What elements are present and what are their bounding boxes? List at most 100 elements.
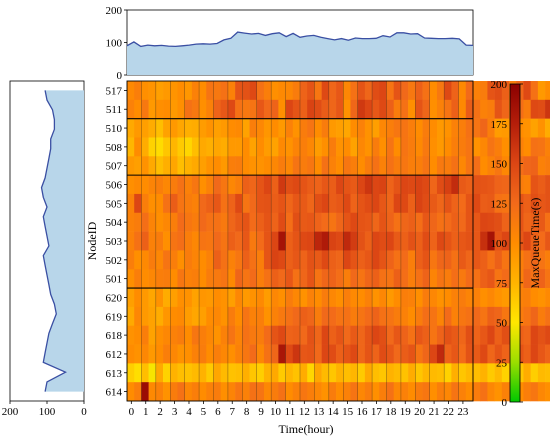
heatmap-cell	[408, 363, 416, 383]
colorbar-label: MaxQueueTime(s)	[528, 198, 542, 289]
heatmap-cell	[199, 193, 207, 214]
heatmap-cell	[429, 99, 438, 119]
heatmap-cell	[545, 175, 550, 195]
heatmap-cell	[127, 99, 135, 119]
heatmap-cell	[408, 344, 416, 364]
heatmap-cell	[191, 250, 200, 270]
heatmap-cell	[134, 81, 142, 101]
heatmap-cell	[213, 250, 222, 270]
heatmap-cell	[314, 212, 322, 232]
heatmap-cell	[487, 344, 495, 364]
heatmap-cell	[422, 175, 431, 195]
heatmap-cell	[393, 363, 402, 383]
x-tick-label: 8	[244, 406, 250, 418]
heatmap-cell	[436, 325, 445, 345]
heatmap-cell	[307, 118, 315, 138]
heatmap-cell	[501, 231, 510, 251]
heatmap-cell	[314, 363, 322, 383]
heatmap-cell	[220, 212, 229, 232]
heatmap-cell	[465, 269, 474, 289]
heatmap-cell	[537, 306, 546, 326]
y-tick-label: 619	[106, 311, 123, 323]
heatmap-cell	[227, 231, 236, 251]
heatmap-cell	[336, 382, 344, 402]
y-axis-ticks: 517 511 510 508 507 506 505 504 503 502 501 620 619 6…	[106, 85, 127, 399]
heatmap-cell	[429, 212, 438, 232]
heatmap-cell	[530, 250, 539, 270]
heatmap-cell	[487, 325, 495, 345]
heatmap-cell	[545, 99, 550, 119]
heatmap-cell	[487, 81, 495, 101]
heatmap-cell	[400, 363, 409, 383]
heatmap-cell	[263, 325, 272, 345]
heatmap-cell	[263, 156, 272, 176]
heatmap-cell	[336, 212, 344, 232]
heatmap-cell	[523, 363, 531, 383]
heatmap-cell	[458, 306, 467, 326]
heatmap-cell	[170, 325, 178, 345]
x-tick-label: 6	[215, 406, 221, 418]
heatmap-cell	[227, 363, 236, 383]
heatmap-cell	[292, 193, 301, 214]
heatmap-cell	[537, 269, 546, 289]
heatmap-cell	[177, 363, 185, 383]
heatmap-cell	[314, 344, 322, 364]
heatmap-cell	[465, 99, 474, 119]
heatmap-cell	[163, 175, 171, 195]
heatmap-cell	[206, 137, 214, 157]
y-axis-label: NodeID	[85, 221, 99, 260]
heatmap-cell	[357, 306, 366, 326]
heatmap-cell	[465, 118, 474, 138]
heatmap-cell	[386, 99, 395, 119]
heatmap-cell	[408, 325, 416, 345]
heatmap-cell	[393, 212, 402, 232]
heatmap-cell	[199, 306, 207, 326]
y-tick-label: 618	[106, 330, 123, 342]
heatmap-cell	[292, 325, 301, 345]
heatmap-cell	[242, 212, 250, 232]
heatmap-cell	[127, 231, 135, 251]
heatmap-cell	[444, 212, 452, 232]
heatmap-cell	[292, 212, 301, 232]
heatmap-cell	[400, 175, 409, 195]
heatmap-cell	[501, 81, 510, 101]
heatmap-cell	[134, 344, 142, 364]
heatmap-cell	[458, 81, 467, 101]
y-tick-label: 507	[106, 161, 123, 173]
heatmap-cell	[184, 344, 193, 364]
heatmap-cell	[523, 137, 531, 157]
heatmap-cell	[155, 363, 164, 383]
heatmap-cell	[148, 269, 157, 289]
heatmap-cell	[465, 325, 474, 345]
heatmap-cell	[292, 344, 301, 364]
heatmap-cell	[127, 175, 135, 195]
heatmap-cell	[336, 81, 344, 101]
heatmap-cell	[242, 231, 250, 251]
heatmap-cell	[343, 288, 351, 308]
heatmap-cell	[523, 156, 531, 176]
heatmap-cell	[242, 193, 250, 214]
heatmap-cell	[473, 306, 481, 326]
heatmap-cell	[545, 269, 550, 289]
heatmap-cell	[350, 306, 358, 326]
heatmap-cell	[372, 99, 380, 119]
heatmap-cell	[220, 193, 229, 214]
heatmap-cell	[227, 175, 236, 195]
heatmap-cell	[227, 118, 236, 138]
heatmap-cell	[350, 212, 358, 232]
heatmap-cell	[163, 363, 171, 383]
heatmap-cell	[530, 269, 539, 289]
heatmap-cell	[480, 231, 488, 251]
heatmap-cell	[321, 344, 330, 364]
heatmap-cell	[444, 306, 452, 326]
heatmap-cell	[271, 118, 279, 138]
heatmap-cell	[271, 382, 279, 402]
heatmap-cell	[271, 269, 279, 289]
heatmap-cell	[372, 269, 380, 289]
heatmap-cell	[537, 175, 546, 195]
top-panel-line	[126, 31, 474, 48]
heatmap-cell	[379, 137, 387, 157]
heatmap-cell	[328, 250, 337, 270]
heatmap-cell	[400, 250, 409, 270]
